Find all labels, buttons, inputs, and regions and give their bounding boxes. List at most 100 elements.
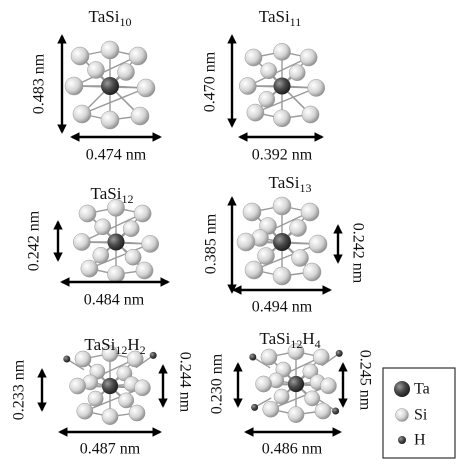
title-subscript: 12 (290, 337, 302, 351)
si-atom (263, 401, 279, 417)
si-atom (290, 220, 307, 237)
si-atom (309, 235, 327, 253)
title-text: TaSi (84, 335, 115, 354)
ta-atom (288, 376, 304, 392)
dimension-label: 0.385 nm (203, 213, 220, 274)
title-text: TaSi (89, 7, 120, 26)
dimension-label: 0.483 nm (31, 53, 48, 114)
h-atom (332, 408, 339, 415)
si-atom (129, 405, 145, 421)
si-atom (313, 349, 329, 365)
cluster-panel: TaSi12 0.242 nm 0.484 nm (26, 184, 168, 309)
si-atom (256, 376, 272, 392)
si-atom (274, 389, 289, 404)
h-atom (63, 356, 70, 363)
si-atom (305, 391, 320, 406)
dimension-label: 0.244 nm (176, 352, 193, 413)
ta-atom (101, 77, 119, 95)
si-atom (259, 91, 275, 107)
si-atom (245, 49, 262, 66)
si-atom (101, 111, 119, 129)
si-atom (292, 250, 309, 267)
si-atom (71, 47, 89, 65)
ta-atom (107, 233, 124, 250)
si-atom (142, 235, 159, 252)
ta-atom (273, 77, 290, 94)
si-atom (95, 219, 111, 235)
dimension-label: 0.474 nm (86, 147, 147, 164)
cluster-title: TaSi11 (259, 7, 301, 29)
si-atom (245, 261, 263, 279)
si-atom (77, 403, 93, 419)
title-subscript: 4 (315, 337, 321, 351)
legend-si-icon (396, 409, 409, 422)
ta-atom (273, 233, 291, 251)
si-atom (137, 79, 155, 97)
dimension-label: 0.242 nm (26, 210, 43, 271)
cluster-title: TaSi12H2 (84, 335, 145, 357)
title-text: H (127, 335, 139, 354)
title-subscript: 12 (115, 343, 127, 357)
si-atom (125, 249, 141, 265)
cluster-title: TaSi12H4 (259, 329, 320, 351)
title-text: H (302, 329, 314, 348)
dimension-label: 0.470 nm (202, 51, 219, 112)
si-atom (288, 407, 304, 423)
si-atom (81, 260, 98, 277)
cluster-panel: TaSi11 0.470 nm 0.392 nm (202, 7, 325, 164)
si-atom (243, 203, 261, 221)
dimension-label: 0.487 nm (80, 441, 141, 458)
h-atom (336, 350, 343, 357)
si-atom (73, 105, 91, 123)
title-text: TaSi (91, 184, 122, 203)
si-atom (134, 205, 151, 222)
legend-ta-icon (394, 381, 410, 397)
si-atom (273, 197, 291, 215)
si-atom (273, 267, 291, 285)
si-atom (273, 43, 290, 60)
h-atom (251, 404, 258, 411)
si-atom (239, 77, 256, 94)
si-atom (258, 248, 275, 265)
si-atom (300, 49, 317, 66)
dimension-label: 0.484 nm (84, 292, 145, 309)
dimension-label: 0.494 nm (252, 299, 313, 316)
si-atom (136, 262, 153, 279)
title-subscript: 2 (140, 343, 146, 357)
si-atom (79, 205, 96, 222)
si-atom (301, 203, 319, 221)
si-atom (73, 233, 90, 250)
si-atom (101, 41, 119, 59)
si-atom (134, 380, 150, 396)
legend-h-icon (398, 436, 406, 444)
si-atom (129, 47, 147, 65)
cluster-title: TaSi13 (269, 173, 312, 195)
si-atom (123, 221, 139, 237)
title-text: TaSi (269, 173, 300, 192)
cluster-panel: TaSi10 0.483 nm 0.474 nm (31, 7, 160, 164)
si-atom (302, 106, 319, 123)
legend-label: Si (414, 407, 428, 424)
si-atom (308, 79, 325, 96)
si-atom (88, 62, 105, 79)
dimension-label: 0.242 nm (349, 223, 366, 284)
si-atom (261, 349, 277, 365)
cluster-title: TaSi10 (89, 7, 132, 29)
title-text: TaSi (259, 329, 290, 348)
si-atom (119, 393, 134, 408)
dimension-label: 0.245 nm (356, 350, 373, 411)
cluster-panel: TaSi13 0.385 nm 0.242 nm 0.494 nm (203, 173, 367, 316)
h-atom (150, 352, 157, 359)
si-atom (247, 104, 264, 121)
h-atom (249, 354, 256, 361)
title-subscript: 11 (290, 15, 302, 29)
si-atom (107, 266, 124, 283)
title-subscript: 12 (121, 192, 133, 206)
dimension-label: 0.392 nm (252, 147, 313, 164)
title-text: TaSi (259, 7, 290, 26)
si-atom (93, 247, 109, 263)
dimension-label: 0.230 nm (209, 353, 226, 414)
si-atom (65, 77, 83, 95)
si-atom (70, 378, 86, 394)
